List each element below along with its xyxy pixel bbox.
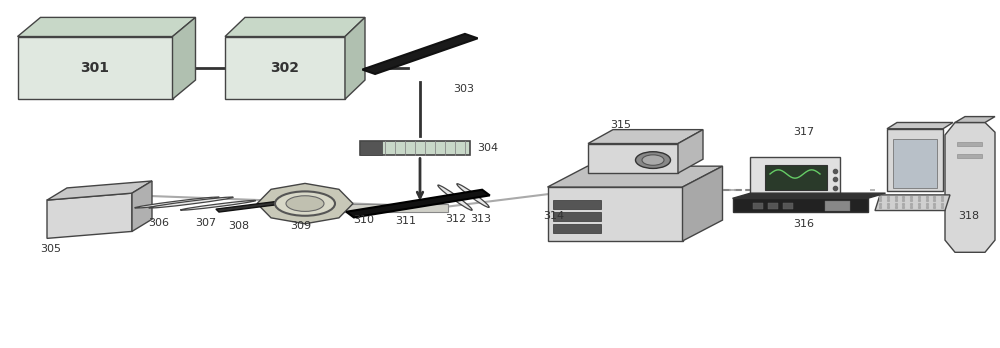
- Ellipse shape: [286, 196, 324, 212]
- Bar: [552, 200, 600, 209]
- Polygon shape: [887, 122, 953, 129]
- Ellipse shape: [636, 152, 670, 168]
- Polygon shape: [47, 181, 152, 200]
- Text: 302: 302: [270, 61, 300, 75]
- Polygon shape: [548, 187, 682, 241]
- Bar: [360, 141, 470, 155]
- Polygon shape: [678, 129, 703, 173]
- Polygon shape: [47, 193, 132, 238]
- Ellipse shape: [457, 184, 489, 207]
- Polygon shape: [945, 122, 995, 252]
- Text: 308: 308: [228, 221, 249, 231]
- Ellipse shape: [180, 200, 256, 210]
- Text: 304: 304: [477, 143, 498, 153]
- Bar: [957, 154, 982, 158]
- Bar: [753, 203, 763, 209]
- Polygon shape: [362, 34, 478, 74]
- Polygon shape: [732, 193, 886, 198]
- Polygon shape: [548, 166, 722, 187]
- Bar: [360, 141, 382, 155]
- Polygon shape: [225, 37, 345, 99]
- Text: 314: 314: [543, 211, 564, 221]
- Text: 301: 301: [80, 61, 110, 75]
- Bar: [552, 212, 600, 221]
- Text: 310: 310: [353, 215, 374, 225]
- Text: 313: 313: [470, 214, 491, 224]
- Bar: [765, 165, 827, 190]
- Text: 307: 307: [195, 219, 216, 228]
- Ellipse shape: [275, 191, 335, 216]
- Polygon shape: [887, 129, 943, 191]
- Bar: [783, 203, 793, 209]
- Polygon shape: [588, 143, 678, 173]
- Polygon shape: [732, 198, 868, 212]
- Text: 318: 318: [958, 211, 979, 221]
- Polygon shape: [345, 17, 365, 99]
- Bar: [338, 204, 448, 212]
- Polygon shape: [346, 190, 490, 218]
- Polygon shape: [216, 201, 280, 212]
- Text: 315: 315: [610, 120, 631, 130]
- Polygon shape: [257, 183, 353, 224]
- Polygon shape: [955, 117, 995, 122]
- Ellipse shape: [642, 155, 664, 165]
- Text: 312: 312: [445, 214, 466, 224]
- Ellipse shape: [438, 185, 472, 210]
- Text: 311: 311: [395, 216, 416, 226]
- Text: 316: 316: [793, 219, 814, 229]
- Polygon shape: [682, 166, 722, 241]
- Bar: [750, 157, 840, 198]
- Bar: [552, 224, 600, 233]
- Text: 303: 303: [453, 84, 474, 94]
- Text: 309: 309: [290, 221, 311, 230]
- Ellipse shape: [149, 197, 233, 208]
- Text: 306: 306: [148, 219, 169, 228]
- Bar: [768, 203, 778, 209]
- Bar: [825, 201, 850, 211]
- Ellipse shape: [135, 197, 219, 208]
- Polygon shape: [173, 17, 195, 99]
- Text: 305: 305: [40, 244, 61, 254]
- Bar: [893, 139, 937, 188]
- Polygon shape: [588, 129, 703, 143]
- Bar: [957, 142, 982, 146]
- Polygon shape: [18, 17, 195, 37]
- Polygon shape: [18, 37, 173, 99]
- Polygon shape: [132, 181, 152, 231]
- Polygon shape: [225, 17, 365, 37]
- Text: 317: 317: [793, 127, 814, 137]
- Polygon shape: [875, 195, 950, 211]
